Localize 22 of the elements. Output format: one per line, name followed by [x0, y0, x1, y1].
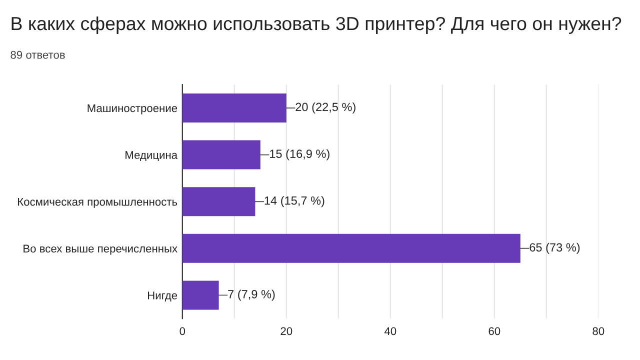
- data-label: 14 (15,7 %): [264, 196, 324, 208]
- chart-title: В каких сферах можно использовать 3D принтер? Для чего он нужен?: [12, 16, 622, 34]
- y-tick-label: Во всех выше перечисленных: [24, 244, 178, 255]
- y-tick-label: Космическая промышленность: [18, 198, 178, 208]
- y-tick-label: Машиностроение: [88, 104, 178, 114]
- data-label: 65 (73 %): [530, 242, 580, 254]
- bar: [182, 93, 286, 123]
- y-tick-label: Нигде: [148, 292, 178, 302]
- bar: [182, 280, 219, 310]
- x-tick-label: 80: [592, 327, 604, 336]
- x-tick-label: 0: [180, 327, 186, 336]
- data-label: 20 (22,5 %): [296, 102, 356, 114]
- data-label: 15 (16,9 %): [270, 149, 330, 160]
- y-tick-label: Медицина: [126, 151, 178, 162]
- bar: [182, 234, 520, 263]
- x-tick-label: 60: [488, 327, 500, 336]
- x-tick-label: 40: [384, 327, 396, 336]
- bar: [182, 187, 256, 216]
- data-label: 7 (7,9 %): [228, 290, 275, 301]
- text: 89 ответов: [10, 50, 65, 59]
- bar: [182, 140, 260, 170]
- x-tick-label: 20: [280, 327, 292, 336]
